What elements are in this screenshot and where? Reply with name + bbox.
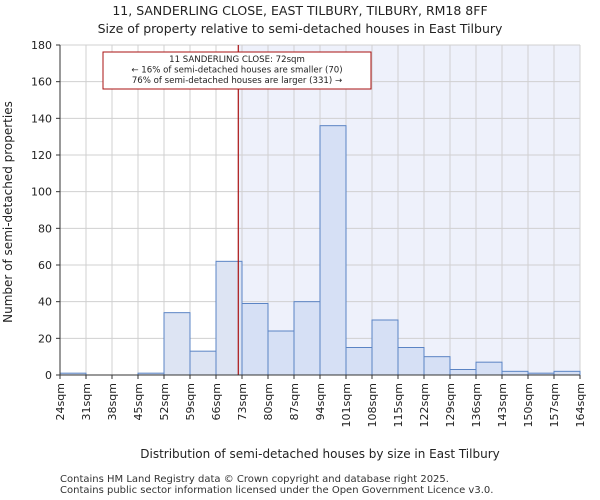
histogram-bar xyxy=(449,369,477,376)
x-tick-label: 31sqm xyxy=(80,383,93,420)
histogram-bar xyxy=(397,347,425,376)
histogram-bar xyxy=(501,370,529,376)
histogram-bar xyxy=(267,330,295,376)
x-tick-label: 122sqm xyxy=(418,383,431,427)
annotation-box xyxy=(102,51,372,90)
annotation-line: ← 16% of semi-detached houses are smalle… xyxy=(131,66,342,76)
y-axis-label: Number of semi-detached properties xyxy=(1,101,15,323)
y-tick-label: 140 xyxy=(31,112,52,125)
x-tick-label: 80sqm xyxy=(262,383,275,420)
x-tick-label: 52sqm xyxy=(158,383,171,420)
footer-line-2: Contains public sector information licen… xyxy=(60,485,494,496)
histogram-bar xyxy=(293,301,321,376)
y-tick-label: 80 xyxy=(38,222,52,235)
footer-line-1: Contains HM Land Registry data © Crown c… xyxy=(60,474,449,485)
histogram-bar xyxy=(345,347,373,376)
y-tick-label: 100 xyxy=(31,186,52,199)
x-tick-label: 136sqm xyxy=(470,383,483,427)
chart-title: 11, SANDERLING CLOSE, EAST TILBURY, TILB… xyxy=(112,3,488,18)
x-tick-label: 24sqm xyxy=(54,383,67,420)
histogram-bar xyxy=(163,312,191,376)
y-tick-label: 60 xyxy=(38,259,52,272)
x-axis-label: Distribution of semi-detached houses by … xyxy=(140,447,499,461)
x-tick-label: 94sqm xyxy=(314,383,327,420)
x-tick-label: 115sqm xyxy=(392,383,405,427)
chart-subtitle: Size of property relative to semi-detach… xyxy=(97,21,503,36)
x-tick-label: 108sqm xyxy=(366,383,379,427)
histogram-bar xyxy=(553,370,581,376)
histogram-bar xyxy=(189,350,217,376)
x-tick-label: 150sqm xyxy=(522,383,535,427)
x-tick-label: 157sqm xyxy=(548,383,561,427)
x-tick-label: 38sqm xyxy=(106,383,119,420)
x-tick-label: 66sqm xyxy=(210,383,223,420)
histogram-bar xyxy=(215,260,243,376)
y-tick-label: 20 xyxy=(38,332,52,345)
x-tick-label: 73sqm xyxy=(236,383,249,420)
histogram-bar xyxy=(423,356,451,376)
y-tick-label: 160 xyxy=(31,76,52,89)
annotation-line: 11 SANDERLING CLOSE: 72sqm xyxy=(169,55,305,65)
x-tick-label: 164sqm xyxy=(574,383,587,427)
highlight-band xyxy=(238,45,581,375)
footer: Contains HM Land Registry data © Crown c… xyxy=(60,474,493,496)
x-tick-label: 143sqm xyxy=(496,383,509,427)
y-tick-label: 0 xyxy=(45,369,52,382)
histogram-bar xyxy=(241,303,269,376)
x-tick-label: 101sqm xyxy=(340,383,353,427)
x-tick-label: 87sqm xyxy=(288,383,301,420)
histogram-bar xyxy=(371,319,399,376)
annotation-line: 76% of semi-detached houses are larger (… xyxy=(132,76,342,86)
histogram-bar xyxy=(475,361,503,376)
x-tick-label: 59sqm xyxy=(184,383,197,420)
chart-titles: 11, SANDERLING CLOSE, EAST TILBURY, TILB… xyxy=(0,2,600,38)
y-tick-label: 40 xyxy=(38,296,52,309)
x-tick-label: 45sqm xyxy=(132,383,145,420)
y-tick-label: 120 xyxy=(31,149,52,162)
y-tick-label: 180 xyxy=(31,39,52,52)
histogram-bar xyxy=(319,125,347,376)
x-tick-label: 129sqm xyxy=(444,383,457,427)
